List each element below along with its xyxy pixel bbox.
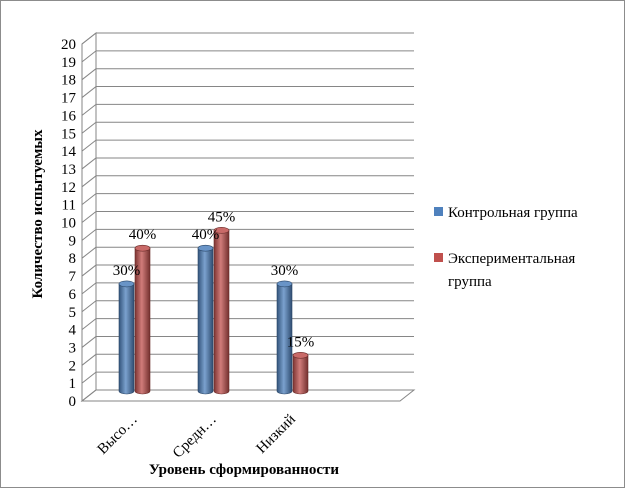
- data-label: 45%: [208, 209, 236, 225]
- y-tick-label: 6: [69, 287, 77, 303]
- gridline-side: [81, 336, 97, 348]
- legend: Контрольная группа Экспериментальная групп…: [434, 205, 578, 290]
- gridline-side: [81, 228, 97, 241]
- data-label: 40%: [192, 227, 220, 243]
- legend-swatch: [434, 207, 443, 216]
- y-tick-label: 16: [61, 108, 77, 124]
- bar: [118, 280, 135, 395]
- gridline-side: [81, 353, 97, 366]
- y-tick-label: 19: [61, 55, 76, 71]
- gridline-side: [81, 68, 97, 81]
- gridline-side: [81, 282, 97, 295]
- gridline-side: [81, 318, 97, 330]
- y-tick-label: 3: [69, 340, 77, 356]
- data-label: 40%: [129, 227, 157, 243]
- gridline-side: [81, 246, 97, 259]
- gridline-side: [81, 264, 97, 277]
- y-tick-label: 2: [69, 358, 77, 374]
- bar: [197, 244, 214, 395]
- y-tick-label: 0: [69, 394, 77, 410]
- gridline-side: [81, 32, 97, 45]
- x-tick-label: Высо…: [95, 412, 141, 458]
- x-tick-labels: Высо… Средн… Низкий: [95, 412, 299, 462]
- data-label: 30%: [113, 263, 141, 279]
- gridline-side: [81, 86, 97, 98]
- gridline-side: [81, 371, 97, 384]
- legend-label: Экспериментальная: [448, 251, 575, 267]
- gridline-side: [81, 139, 97, 152]
- y-tick-label: 8: [69, 251, 77, 267]
- gridline-side: [81, 389, 97, 402]
- y-tick-label: 7: [69, 269, 77, 285]
- x-axis-title: Уровень сформированности: [149, 462, 340, 478]
- y-tick-label: 20: [61, 37, 76, 53]
- y-tick-label: 5: [69, 305, 77, 321]
- data-labels: 30% 40% 40% 45% 30% 15%: [113, 209, 315, 350]
- bar: [276, 280, 293, 395]
- y-tick-label: 4: [69, 323, 77, 339]
- y-tick-label: 12: [61, 180, 76, 196]
- gridline-side: [81, 193, 97, 206]
- bar: [213, 227, 230, 395]
- legend-swatch: [434, 253, 443, 262]
- y-tick-label: 18: [61, 73, 76, 89]
- y-tick-label: 17: [61, 91, 77, 107]
- y-tick-label: 15: [61, 126, 76, 142]
- gridline-side: [81, 175, 97, 188]
- gridline-side: [81, 50, 97, 63]
- y-tick-label: 11: [62, 198, 76, 214]
- y-tick-label: 9: [69, 233, 77, 249]
- data-label: 15%: [287, 334, 315, 350]
- legend-label: группа: [448, 274, 492, 290]
- y-tick-label: 10: [61, 216, 76, 232]
- gridline-side: [81, 300, 97, 313]
- data-label: 30%: [271, 263, 299, 279]
- gridline-side: [81, 104, 97, 116]
- y-tick-label: 13: [61, 162, 76, 178]
- y-tick-label: 1: [69, 376, 77, 392]
- gridline-side: [81, 121, 97, 134]
- y-axis-title: Количество испытуемых: [30, 129, 46, 299]
- x-tick-label: Низкий: [253, 412, 298, 457]
- gridline-side: [81, 157, 97, 170]
- bar: [292, 351, 309, 395]
- gridline-side: [81, 211, 97, 223]
- y-tick-label: 14: [61, 144, 77, 160]
- x-tick-label: Средн…: [170, 412, 220, 462]
- bars: [118, 227, 309, 395]
- legend-label: Контрольная группа: [448, 205, 578, 221]
- bar: [134, 244, 151, 395]
